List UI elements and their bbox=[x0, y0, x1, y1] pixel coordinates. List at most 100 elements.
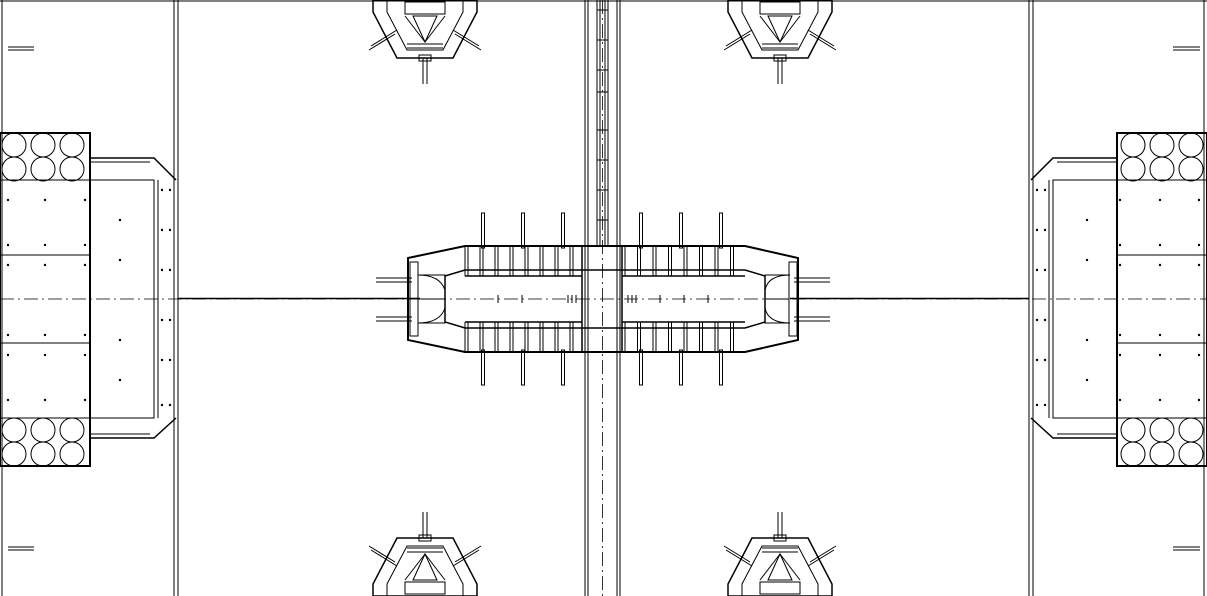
bolt-dot bbox=[1158, 243, 1162, 247]
pile-circle bbox=[30, 156, 56, 182]
pile-circle bbox=[1120, 132, 1146, 158]
bolt-dot bbox=[1085, 378, 1089, 382]
bolt-dot bbox=[1035, 403, 1039, 407]
pile-circle bbox=[1149, 132, 1175, 158]
bolt-dot bbox=[83, 243, 87, 247]
bolt-dot bbox=[6, 353, 10, 357]
pile-circle bbox=[30, 132, 56, 158]
pile-circle bbox=[1, 417, 27, 443]
column-anchors bbox=[368, 0, 837, 596]
bolt-dot bbox=[160, 358, 164, 362]
pile-group-left-bottom bbox=[1, 417, 85, 467]
pile-circle bbox=[59, 132, 85, 158]
bolt-dot bbox=[6, 398, 10, 402]
left-pier bbox=[0, 132, 177, 467]
bolt-dot bbox=[83, 333, 87, 337]
bolt-dot bbox=[168, 268, 172, 272]
pile-circle bbox=[30, 417, 56, 443]
pile-circle bbox=[59, 417, 85, 443]
column-anchor-top-right bbox=[723, 0, 837, 84]
bolt-dot bbox=[1197, 198, 1201, 202]
bolt-dot bbox=[1197, 263, 1201, 267]
bolt-dot bbox=[43, 398, 47, 402]
fin-plate-top bbox=[679, 212, 683, 249]
bolt-dot bbox=[1158, 353, 1162, 357]
bolt-dot bbox=[1043, 358, 1047, 362]
pile-circle bbox=[1178, 132, 1204, 158]
bolt-dot bbox=[160, 268, 164, 272]
bolt-dot bbox=[1158, 263, 1162, 267]
fin-plate-top bbox=[481, 212, 485, 249]
bolt-dot bbox=[118, 258, 122, 262]
right-pier bbox=[1030, 132, 1207, 467]
bolt-dot bbox=[1197, 353, 1201, 357]
spine-ladder bbox=[597, 9, 608, 221]
pile-circle bbox=[30, 441, 56, 467]
bolt-dot bbox=[43, 263, 47, 267]
bolt-dot bbox=[160, 318, 164, 322]
pile-circle bbox=[59, 441, 85, 467]
bolt-dot bbox=[168, 403, 172, 407]
bolt-dot bbox=[1035, 268, 1039, 272]
bolt-dot bbox=[1118, 243, 1122, 247]
bolt-dot bbox=[168, 188, 172, 192]
pile-circle bbox=[1, 156, 27, 182]
bolt-dot bbox=[1158, 198, 1162, 202]
fin-plate-bottom bbox=[639, 349, 643, 386]
bolt-dot bbox=[83, 398, 87, 402]
pile-circle bbox=[1120, 441, 1146, 467]
bolt-dot bbox=[1118, 398, 1122, 402]
bolt-dot bbox=[168, 228, 172, 232]
bolt-dot bbox=[1118, 333, 1122, 337]
fin-plate-top bbox=[561, 212, 565, 249]
pile-circle bbox=[1178, 156, 1204, 182]
pile-circle bbox=[1178, 417, 1204, 443]
pile-group-right-top bbox=[1120, 132, 1204, 182]
bolt-dot bbox=[83, 198, 87, 202]
bolt-dot bbox=[6, 198, 10, 202]
bolt-dot bbox=[83, 263, 87, 267]
bolt-dot bbox=[1043, 228, 1047, 232]
pile-circle bbox=[1120, 417, 1146, 443]
vertical-spine bbox=[584, 0, 621, 596]
bolt-dot bbox=[118, 218, 122, 222]
pile-circle bbox=[59, 156, 85, 182]
bolt-dot bbox=[43, 198, 47, 202]
bolt-dot bbox=[43, 353, 47, 357]
pile-circle bbox=[1149, 156, 1175, 182]
bolt-dot bbox=[1043, 318, 1047, 322]
bolt-dot bbox=[1197, 333, 1201, 337]
bolt-dot bbox=[43, 243, 47, 247]
fin-plate-bottom bbox=[521, 349, 525, 386]
bolt-dot bbox=[43, 333, 47, 337]
bolt-dot bbox=[1085, 218, 1089, 222]
fin-plate-top bbox=[719, 212, 723, 249]
bolt-dot bbox=[1118, 353, 1122, 357]
bolt-dot bbox=[1043, 268, 1047, 272]
bolt-dot bbox=[1085, 258, 1089, 262]
bolt-dot bbox=[160, 228, 164, 232]
bolt-dot bbox=[118, 378, 122, 382]
fin-plate-top bbox=[639, 212, 643, 249]
bolt-dot bbox=[1043, 188, 1047, 192]
bolt-dot bbox=[1158, 398, 1162, 402]
column-anchor-top-left bbox=[368, 0, 482, 84]
bolt-dot bbox=[160, 403, 164, 407]
pile-group-left-top bbox=[1, 132, 85, 182]
pile-groups bbox=[1, 132, 1204, 467]
pile-circle bbox=[1178, 441, 1204, 467]
horizontal-centerline bbox=[0, 297, 1207, 300]
column-anchor-bottom-left bbox=[368, 512, 482, 596]
fin-plate-bottom bbox=[561, 349, 565, 386]
pile-circle bbox=[1, 132, 27, 158]
fin-plate-bottom bbox=[481, 349, 485, 386]
pile-circle bbox=[1, 441, 27, 467]
bolt-dot bbox=[83, 353, 87, 357]
bolt-dot bbox=[168, 358, 172, 362]
bolt-dot bbox=[1043, 403, 1047, 407]
stiffener-bays bbox=[464, 246, 745, 352]
bolt-dot bbox=[1118, 263, 1122, 267]
bolt-dot bbox=[1035, 188, 1039, 192]
pile-circle bbox=[1149, 417, 1175, 443]
